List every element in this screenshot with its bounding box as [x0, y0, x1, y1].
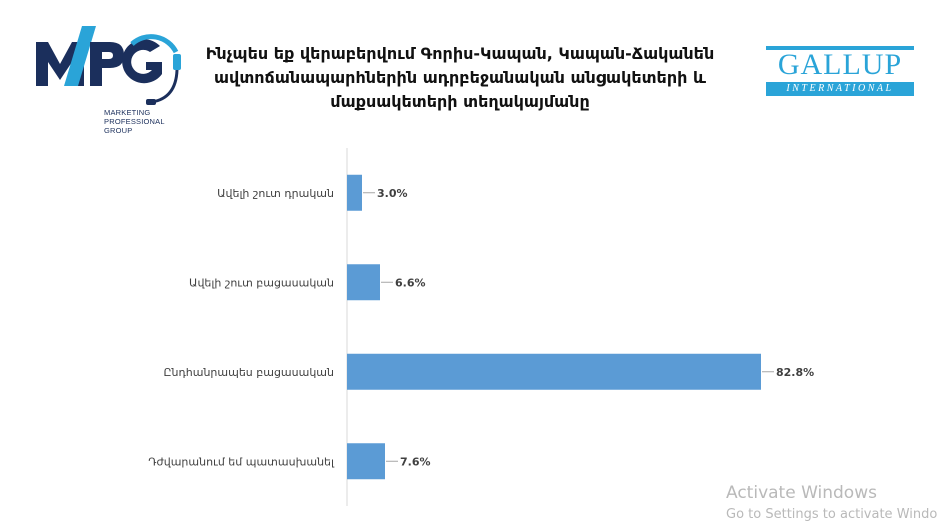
mpg-tagline: MARKETING PROFESSIONAL GROUP — [104, 108, 165, 135]
data-label: 7.6% — [400, 455, 431, 468]
gallup-top-rule — [766, 46, 914, 50]
mpg-logo-mark — [36, 26, 181, 105]
gallup-wordmark: GALLUP — [777, 48, 903, 81]
bar — [347, 264, 380, 301]
chart-title: Ինչպես եք վերաբերվում Գորիս-Կապան, Կապան… — [205, 44, 715, 111]
data-label: 6.6% — [395, 276, 426, 289]
bar — [347, 174, 362, 211]
category-label: Դժվարանում եմ պատասխանել — [148, 455, 335, 468]
bar — [347, 353, 761, 390]
data-label: 3.0% — [377, 187, 408, 200]
watermark-line2: Go to Settings to activate Windo — [726, 507, 938, 522]
activate-windows-watermark: Activate Windows Go to Settings to activ… — [726, 482, 937, 524]
data-label: 82.8% — [776, 366, 814, 379]
watermark-line1: Activate Windows — [726, 483, 877, 503]
gallup-logo: GALLUP INTERNATIONAL — [766, 46, 914, 98]
gallup-band: INTERNATIONAL — [766, 82, 914, 96]
category-label: Ավելի շուտ դրական — [217, 187, 334, 200]
category-label: Ընդհանրապես բացասական — [163, 366, 334, 379]
mpg-logo: MARKETING PROFESSIONAL GROUP — [34, 22, 194, 135]
bar — [347, 443, 385, 480]
category-label: Ավելի շուտ բացասական — [189, 276, 334, 289]
